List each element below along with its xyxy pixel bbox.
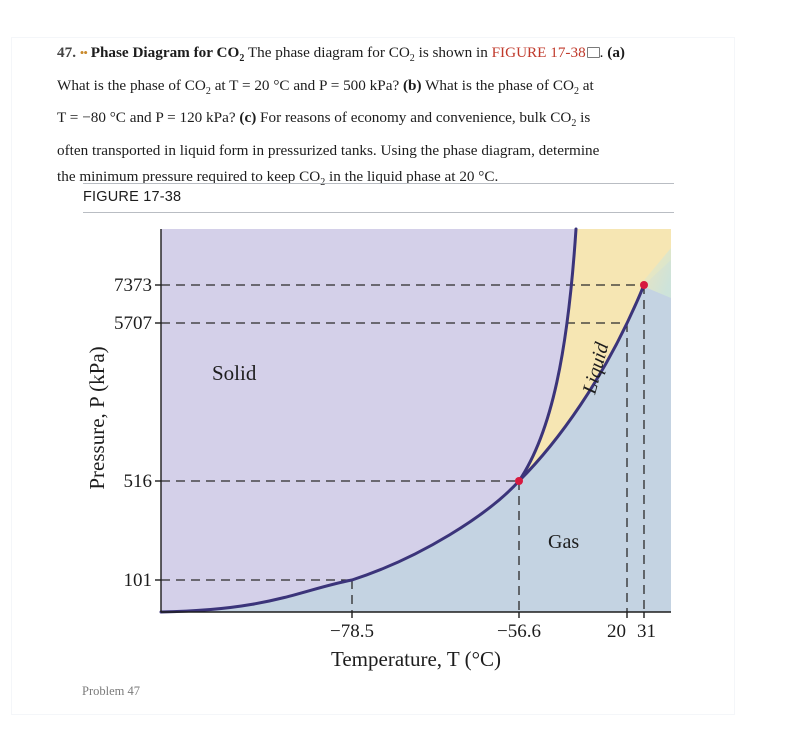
triple-point-marker [515,477,523,485]
line2-text: What is the phase of CO2 at T = 20 °C an… [57,76,400,97]
part-c-label: (c) [239,109,257,127]
figure-label: FIGURE 17-38 [83,189,182,205]
liquid-region [519,229,671,481]
sublimation-curve [159,479,521,614]
y-tick-label: 5707 [114,313,152,334]
y-tick-label: 7373 [114,275,152,296]
x-tick-label: −56.6 [497,621,541,642]
vaporization-curve [517,283,646,483]
figure-link[interactable]: FIGURE 17-38 [491,44,586,61]
part-a-label: (a) [607,44,625,61]
solid-label: Solid [212,361,257,385]
problem-number: 47. [57,44,76,61]
ebook-icon[interactable] [586,47,600,58]
line3-text-b: For reasons of economy and convenience, … [260,109,591,130]
figure-caption: Problem 47 [82,684,140,698]
problem-text: 47. •• Phase Diagram for CO2 The phase d… [57,44,625,189]
line3-text: T = −80 °C and P = 120 kPa? [57,109,236,127]
x-tick-label: 31 [637,621,656,642]
y-axis-title: Pressure, P (kPa) [85,346,109,489]
problem-title: Phase Diagram for CO2 [90,44,245,65]
gas-label: Gas [548,531,579,553]
line1-text: The phase diagram for CO2 is shown in [247,44,488,65]
x-tick-label: −78.5 [330,621,374,642]
fusion-curve [517,227,578,483]
figure-top-rule [83,183,674,184]
x-tick-label: 20 [607,621,626,642]
figure-bottom-rule [83,212,674,213]
x-axis-title: Temperature, T (°C) [331,647,501,671]
y-tick-label: 101 [124,570,153,591]
critical-point-marker [640,281,648,289]
line5-text: the minimum pressure required to keep CO… [57,168,499,189]
difficulty-dots: •• [79,45,88,60]
part-b-label: (b) [402,76,422,94]
line2-text-b: What is the phase of CO2 at [425,76,594,97]
solid-region [161,229,576,612]
y-tick-label: 516 [124,471,153,492]
line4-text: often transported in liquid form in pres… [57,141,600,159]
